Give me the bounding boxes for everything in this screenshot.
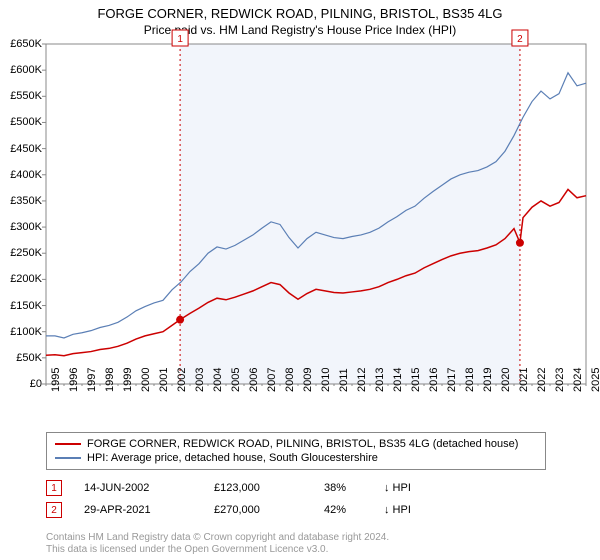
legend-swatch [55,443,81,445]
x-tick-label: 2008 [284,368,296,392]
footer-line-2: This data is licensed under the Open Gov… [46,544,328,555]
y-tick-label: £150K [2,300,42,312]
transaction-price: £123,000 [214,482,324,494]
x-tick-label: 2023 [554,368,566,392]
x-tick-label: 1998 [104,368,116,392]
x-tick-label: 2000 [140,368,152,392]
x-tick-label: 2004 [212,368,224,392]
y-tick-label: £600K [2,64,42,76]
x-tick-label: 1995 [50,368,62,392]
y-tick-label: £400K [2,169,42,181]
svg-text:2: 2 [517,34,523,45]
transaction-pct: 42% [324,504,384,516]
y-tick-label: £650K [2,38,42,50]
x-tick-label: 2025 [590,368,600,392]
x-tick-label: 2011 [338,368,350,392]
x-tick-label: 2022 [536,368,548,392]
legend-item: HPI: Average price, detached house, Sout… [55,451,537,465]
transaction-vs: ↓ HPI [384,482,411,494]
transaction-marker: 1 [46,480,62,496]
x-tick-label: 2017 [446,368,458,392]
x-tick-label: 2005 [230,368,242,392]
x-tick-label: 2010 [320,368,332,392]
x-tick-label: 2015 [410,368,422,392]
y-tick-label: £450K [2,143,42,155]
y-tick-label: £350K [2,195,42,207]
y-tick-label: £200K [2,273,42,285]
y-tick-label: £100K [2,326,42,338]
x-tick-label: 2006 [248,368,260,392]
x-tick-label: 2016 [428,368,440,392]
x-tick-label: 2001 [158,368,170,392]
legend-item: FORGE CORNER, REDWICK ROAD, PILNING, BRI… [55,437,537,451]
legend-box: FORGE CORNER, REDWICK ROAD, PILNING, BRI… [46,432,546,470]
x-tick-label: 2018 [464,368,476,392]
x-tick-label: 2003 [194,368,206,392]
x-tick-label: 2007 [266,368,278,392]
x-tick-label: 2012 [356,368,368,392]
x-tick-label: 2002 [176,368,188,392]
x-tick-label: 2019 [482,368,494,392]
x-tick-label: 2014 [392,368,404,392]
transaction-date: 29-APR-2021 [84,504,214,516]
legend-label: FORGE CORNER, REDWICK ROAD, PILNING, BRI… [87,438,518,450]
legend-swatch [55,457,81,459]
legend-label: HPI: Average price, detached house, Sout… [87,452,378,464]
chart-svg: 12 [0,0,596,386]
transaction-date: 14-JUN-2002 [84,482,214,494]
y-tick-label: £300K [2,221,42,233]
x-tick-label: 1999 [122,368,134,392]
x-tick-label: 2021 [518,368,530,392]
transaction-vs: ↓ HPI [384,504,411,516]
transaction-price: £270,000 [214,504,324,516]
chart-container: FORGE CORNER, REDWICK ROAD, PILNING, BRI… [0,0,600,560]
x-tick-label: 2024 [572,368,584,392]
y-tick-label: £0 [2,378,42,390]
svg-text:1: 1 [177,34,183,45]
y-tick-label: £550K [2,90,42,102]
x-tick-label: 1996 [68,368,80,392]
y-tick-label: £50K [2,352,42,364]
y-tick-label: £250K [2,247,42,259]
transaction-row: 2 29-APR-2021£270,00042%↓ HPI [46,502,411,518]
transaction-row: 1 14-JUN-2002£123,00038%↓ HPI [46,480,411,496]
transaction-pct: 38% [324,482,384,494]
footer-line-1: Contains HM Land Registry data © Crown c… [46,532,389,543]
y-tick-label: £500K [2,116,42,128]
x-tick-label: 2020 [500,368,512,392]
x-tick-label: 1997 [86,368,98,392]
x-tick-label: 2009 [302,368,314,392]
x-tick-label: 2013 [374,368,386,392]
transaction-marker: 2 [46,502,62,518]
